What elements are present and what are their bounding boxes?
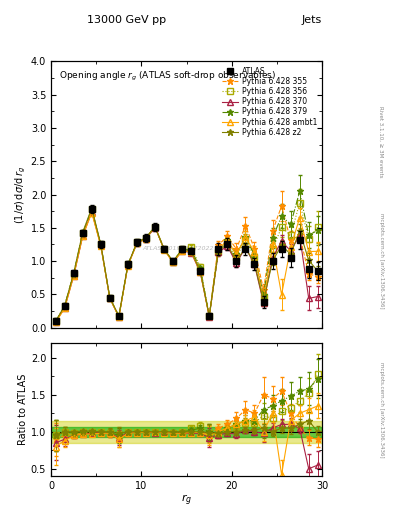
Text: mcplots.cern.ch [arXiv:1306.3436]: mcplots.cern.ch [arXiv:1306.3436] xyxy=(379,214,384,309)
Text: mcplots.cern.ch [arXiv:1306.3436]: mcplots.cern.ch [arXiv:1306.3436] xyxy=(379,362,384,457)
Text: Opening angle $r_g$ (ATLAS soft-drop observables): Opening angle $r_g$ (ATLAS soft-drop obs… xyxy=(59,70,276,82)
Legend: ATLAS, Pythia 6.428 355, Pythia 6.428 356, Pythia 6.428 370, Pythia 6.428 379, P: ATLAS, Pythia 6.428 355, Pythia 6.428 35… xyxy=(220,65,318,138)
Y-axis label: $(1/\sigma)\,\mathrm{d}\sigma/\mathrm{d}\,r_g$: $(1/\sigma)\,\mathrm{d}\sigma/\mathrm{d}… xyxy=(13,165,28,224)
Text: Jets: Jets xyxy=(302,15,322,26)
Text: ATLAS_2019_I1772022: ATLAS_2019_I1772022 xyxy=(143,245,214,251)
X-axis label: $r_g$: $r_g$ xyxy=(181,493,192,508)
Text: 13000 GeV pp: 13000 GeV pp xyxy=(88,15,167,26)
Y-axis label: Ratio to ATLAS: Ratio to ATLAS xyxy=(18,374,28,445)
Text: Rivet 3.1.10, ≥ 3M events: Rivet 3.1.10, ≥ 3M events xyxy=(379,105,384,177)
